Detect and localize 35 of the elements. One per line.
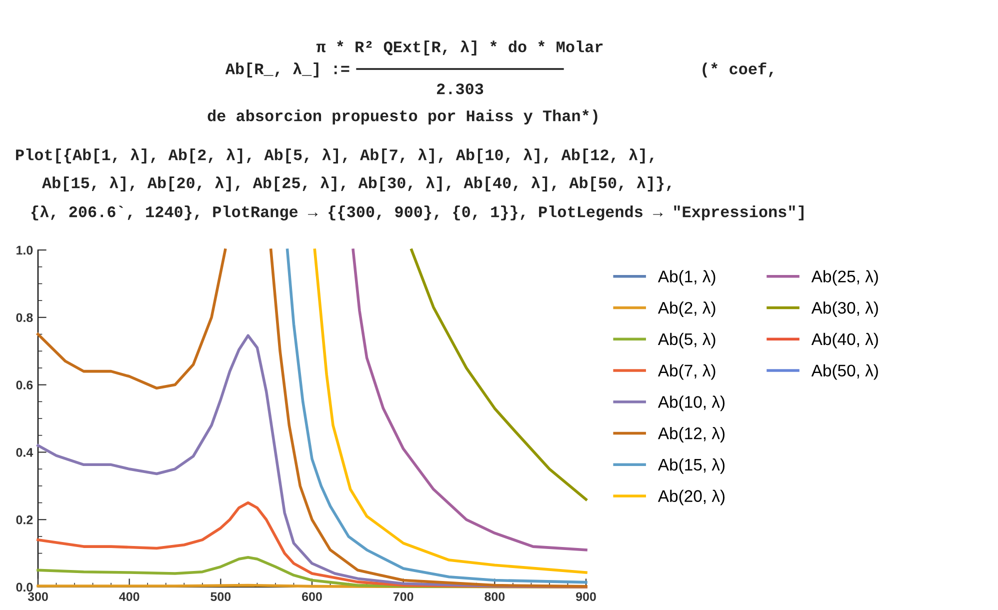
line-series — [410, 248, 588, 501]
legend-label: Ab(1, λ) — [658, 270, 716, 286]
text: Ab[15, λ], Ab[20, λ], Ab[25, λ], Ab[30, λ], Ab[40, λ], Ab[50, λ]}, — [42, 176, 671, 192]
legend-label: Ab(5, λ) — [658, 332, 716, 348]
x-tick-label: 600 — [302, 592, 322, 602]
legend-label: Ab(50, λ) — [811, 364, 878, 380]
legend-label: Ab(40, λ) — [811, 332, 878, 348]
text: 2.303 — [436, 83, 484, 94]
legend-label: Ab(12, λ) — [658, 426, 725, 443]
x-tick-label: 500 — [210, 592, 231, 602]
x-tick-label: 700 — [393, 592, 414, 602]
legend-label: Ab(15, λ) — [658, 458, 725, 474]
y-tick-label: 0.8 — [16, 313, 33, 322]
text: de absorcion propuesto por Haiss y Than*) — [208, 110, 598, 124]
legend-label: Ab(7, λ) — [658, 364, 716, 380]
legend-label: Ab(10, λ) — [658, 396, 725, 412]
y-tick-label: 0.2 — [16, 515, 33, 524]
legend-label: Ab(2, λ) — [658, 302, 716, 318]
x-tick-label: 400 — [119, 592, 140, 602]
text: Ab[R_, λ_] := — [225, 62, 350, 78]
line-series — [352, 248, 588, 552]
y-tick-label: 0.6 — [16, 380, 33, 390]
y-tick-label: 0.4 — [16, 448, 34, 457]
text: {λ, 206.6`, 1240}, PlotRange → {{300, 900}, {0, 1}}, PlotLegends → "Expressions"] — [32, 206, 804, 220]
x-tick-label: 300 — [28, 592, 48, 602]
text: π * R² QExt[R, λ] * do * Molar — [316, 40, 603, 56]
legend-label: Ab(20, λ) — [658, 490, 725, 506]
x-tick-label: 800 — [484, 592, 505, 602]
y-tick-label: 0.0 — [16, 582, 33, 592]
legend-label: Ab(25, λ) — [811, 270, 878, 286]
x-tick-label: 900 — [576, 592, 596, 602]
legend-label: Ab(30, λ) — [811, 302, 878, 318]
text: (* coef, — [702, 62, 773, 78]
y-tick-label: 1.0 — [16, 246, 33, 255]
text: Plot[{Ab[1, λ], Ab[2, λ], Ab[5, λ], Ab[7, λ], Ab[10, λ], Ab[12, λ], — [16, 148, 654, 164]
